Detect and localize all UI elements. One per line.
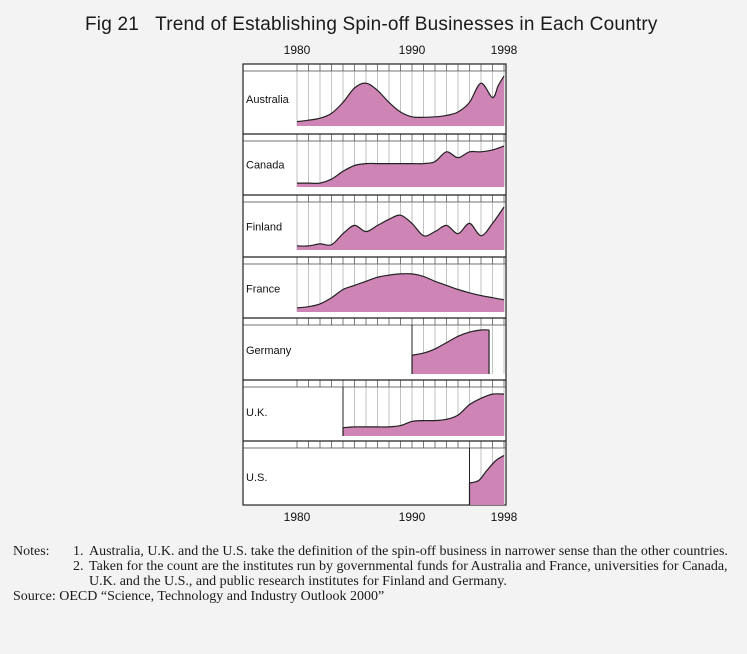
country-label: Finland	[246, 222, 282, 234]
area-series-france	[297, 273, 504, 312]
note-text: Australia, U.K. and the U.S. take the de…	[89, 544, 728, 559]
area-series-outline	[296, 75, 505, 123]
x-tick-label: 1990	[399, 43, 426, 57]
area-series-outline	[469, 454, 505, 484]
area-series-canada	[297, 146, 504, 187]
country-label: France	[246, 284, 280, 296]
chart-title: Fig 21 Trend of Establishing Spin-off Bu…	[85, 14, 658, 35]
area-series-outline	[296, 206, 505, 247]
area-series-us	[469, 455, 504, 505]
note-number: 1.	[73, 544, 84, 559]
area-series-finland	[297, 207, 504, 250]
area-series-outline	[411, 329, 490, 356]
x-tick-label: 1980	[284, 43, 311, 57]
note-text: Taken for the count are the institutes r…	[89, 559, 728, 589]
x-tick-label: 1990	[399, 510, 426, 524]
note-1: Notes: 1. Australia, U.K. and the U.S. t…	[13, 544, 738, 559]
x-tick-label: 1998	[491, 43, 518, 57]
area-series-outline	[297, 145, 505, 184]
note-number: 2.	[73, 559, 84, 574]
source-line: Source: OECD “Science, Technology and In…	[13, 589, 385, 604]
x-tick-label: 1998	[491, 510, 518, 524]
country-label: U.S.	[246, 472, 267, 484]
country-label: Canada	[246, 160, 285, 172]
area-series-outline	[296, 273, 505, 309]
x-tick-label: 1980	[284, 510, 311, 524]
notes-section: Notes: 1. Australia, U.K. and the U.S. t…	[13, 544, 738, 604]
note-2: 2. Taken for the count are the institute…	[13, 559, 738, 589]
area-series-outline	[342, 393, 505, 429]
country-label: Germany	[246, 345, 292, 357]
area-series-germany	[412, 329, 490, 374]
country-label: Australia	[246, 94, 290, 106]
area-series-uk	[343, 393, 504, 436]
country-label: U.K.	[246, 407, 267, 419]
small-multiples-chart: Australia Canada Finland France Germany U.K. U…	[242, 43, 518, 524]
area-series-australia	[297, 76, 504, 126]
notes-label: Notes:	[13, 544, 50, 559]
